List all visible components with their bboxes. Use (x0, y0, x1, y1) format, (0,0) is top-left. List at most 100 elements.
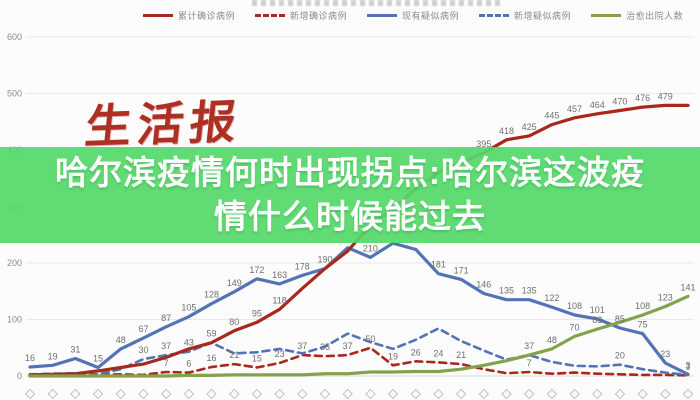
x-tick-label-cropped (682, 388, 694, 400)
data-label-existing-suspected: 3 (686, 360, 691, 370)
x-tick-label-cropped (478, 388, 490, 400)
x-tick-label-cropped (228, 388, 240, 400)
x-tick-label-cropped (115, 388, 126, 400)
x-tick-label-cropped (365, 388, 376, 400)
legend-item-new-suspected: 新增疑似病例 (479, 9, 571, 22)
data-label-new-confirmed: 7 (164, 358, 169, 368)
legend-label-new-suspected: 新增疑似病例 (514, 11, 572, 21)
data-label-cumulative-confirmed: 457 (567, 104, 582, 114)
y-axis-label-0: 0 (17, 371, 22, 381)
data-label-new-confirmed: 16 (207, 353, 217, 363)
x-tick-label-cropped (70, 388, 81, 400)
data-label-cured-discharged: 141 (680, 282, 695, 292)
y-axis-label-600: 600 (7, 32, 22, 42)
data-label-new-confirmed: 37 (297, 341, 307, 351)
data-label-new-confirmed: 21 (456, 350, 466, 360)
x-tick-label-cropped (569, 388, 580, 400)
data-label-existing-suspected: 178 (295, 261, 310, 271)
data-label-existing-suspected: 75 (638, 320, 648, 330)
legend-item-new-confirmed: 新增确诊病例 (255, 9, 347, 22)
data-label-new-confirmed: 23 (275, 349, 285, 359)
x-tick-label-cropped (206, 388, 217, 400)
x-tick-label-cropped (160, 388, 172, 400)
headline-banner: 哈尔滨疫情何时出现拐点:哈尔滨这波疫 情什么时候能过去 (0, 147, 700, 243)
data-label-new-suspected: 59 (207, 329, 217, 339)
data-label-cured-discharged: 70 (570, 322, 580, 332)
legend-label-new-confirmed: 新增确诊病例 (290, 11, 348, 21)
legend-label-cured-discharged: 治愈出院人数 (626, 11, 684, 21)
data-label-new-confirmed: 7 (527, 358, 532, 368)
data-label-existing-suspected: 108 (567, 301, 582, 311)
data-label-existing-suspected: 122 (544, 293, 559, 303)
data-label-cumulative-confirmed: 470 (612, 96, 627, 106)
x-tick-label-cropped (592, 388, 603, 400)
data-label-cured-discharged: 123 (658, 293, 673, 303)
data-label-new-confirmed: 1 (686, 361, 691, 371)
x-tick-label-cropped (138, 388, 149, 400)
data-label-new-confirmed: 21 (229, 350, 239, 360)
data-label-existing-suspected: 101 (590, 305, 605, 315)
chart-legend: 累计确诊病例 新增确诊病例 现有疑似病例 新增疑似病例 治愈出院人数 (143, 9, 683, 22)
y-axis-label-500: 500 (7, 89, 22, 99)
data-label-cumulative-confirmed: 80 (229, 317, 239, 327)
data-label-new-suspected: 30 (138, 345, 148, 355)
data-label-cured-discharged: 48 (547, 335, 557, 345)
data-label-new-confirmed: 37 (343, 341, 353, 351)
data-label-new-suspected: 37 (524, 341, 534, 351)
data-label-existing-suspected: 135 (499, 286, 514, 296)
legend-swatch-cumulative-confirmed (143, 14, 173, 17)
legend-swatch-existing-suspected (367, 14, 398, 17)
data-label-existing-suspected: 87 (161, 313, 171, 323)
data-label-existing-suspected: 67 (138, 324, 148, 334)
x-tick-label-cropped (501, 388, 512, 400)
data-label-cured-discharged: 83 (592, 315, 602, 325)
x-tick-label-cropped (274, 388, 285, 400)
legend-swatch-new-suspected (479, 14, 510, 17)
data-label-cumulative-confirmed: 476 (635, 93, 650, 103)
legend-swatch-cured-discharged (591, 14, 622, 17)
y-axis-label-200: 200 (7, 258, 22, 268)
x-tick-label-cropped (433, 388, 444, 400)
x-tick-label-cropped (24, 388, 36, 400)
x-tick-label-cropped (614, 388, 626, 400)
x-tick-label-cropped (455, 388, 467, 400)
data-label-existing-suspected: 31 (70, 344, 80, 354)
x-tick-label-cropped (546, 388, 558, 400)
data-label-existing-suspected: 190 (317, 255, 332, 265)
data-label-cumulative-confirmed: 95 (252, 308, 262, 318)
data-label-existing-suspected: 15 (93, 354, 103, 364)
x-tick-label-cropped (92, 388, 104, 400)
data-label-existing-suspected: 171 (454, 265, 469, 275)
legend-item-cumulative-confirmed: 累计确诊病例 (143, 9, 235, 22)
x-tick-label-cropped (319, 388, 331, 400)
data-label-cumulative-confirmed: 445 (544, 111, 559, 121)
x-tick-label-cropped (297, 388, 308, 400)
legend-label-cumulative-confirmed: 累计确诊病例 (178, 11, 236, 21)
data-label-new-confirmed: 26 (411, 347, 421, 357)
headline-line-1: 哈尔滨疫情何时出现拐点:哈尔滨这波疫 (55, 154, 645, 192)
data-label-existing-suspected: 181 (431, 260, 446, 270)
data-label-cumulative-confirmed: 395 (476, 139, 491, 149)
data-label-new-confirmed: 50 (365, 334, 375, 344)
legend-item-existing-suspected: 现有疑似病例 (367, 9, 459, 22)
data-label-existing-suspected: 16 (25, 353, 35, 363)
data-label-existing-suspected: 105 (181, 303, 196, 313)
legend-label-existing-suspected: 现有疑似病例 (402, 11, 460, 21)
data-label-existing-suspected: 146 (476, 280, 491, 290)
data-label-existing-suspected: 135 (522, 286, 537, 296)
data-label-existing-suspected: 172 (249, 265, 264, 275)
data-label-new-confirmed: 15 (252, 354, 262, 364)
x-tick-label-cropped (387, 388, 399, 400)
data-label-existing-suspected: 48 (116, 335, 126, 345)
data-label-existing-suspected: 128 (204, 290, 219, 300)
x-tick-label-cropped (183, 388, 195, 400)
newspaper-watermark: 生活报 (82, 94, 245, 154)
data-label-new-confirmed: 24 (433, 348, 443, 358)
data-label-cured-discharged: 108 (635, 301, 650, 311)
series-cured-discharged-line (28, 294, 690, 378)
series-new-suspected-line (28, 327, 690, 377)
x-tick-label-cropped (47, 388, 58, 400)
data-label-new-suspected: 37 (161, 341, 171, 351)
data-label-cumulative-confirmed: 118 (272, 295, 286, 305)
